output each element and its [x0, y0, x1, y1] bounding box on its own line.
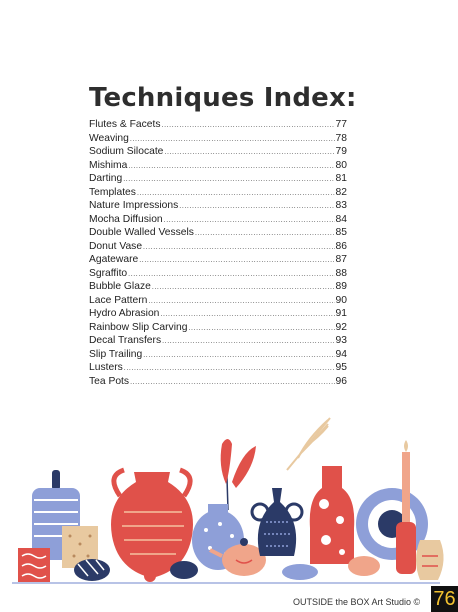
list-item: Agateware 87 — [89, 253, 347, 267]
entry-page: 82 — [335, 186, 347, 198]
list-item: Templates 82 — [89, 186, 347, 200]
list-item: Darting 81 — [89, 172, 347, 186]
coral-amphora-decoration — [111, 467, 193, 578]
dot-leader — [143, 348, 334, 363]
list-item: Tea Pots 96 — [89, 375, 347, 389]
pottery-illustration — [12, 417, 444, 584]
list-item: Sgraffito 88 — [89, 267, 347, 281]
entry-label: Decal Transfers — [89, 335, 162, 346]
dot-leader — [139, 253, 334, 268]
dot-leader — [137, 186, 335, 201]
entry-label: Flutes & Facets — [89, 119, 161, 130]
entry-page: 87 — [335, 254, 347, 265]
entry-label: Double Walled Vessels — [89, 227, 194, 238]
red-leaf-decoration — [220, 439, 256, 511]
list-item: Lusters 95 — [89, 361, 347, 375]
entry-label: Agateware — [89, 254, 139, 265]
techniques-list: Flutes & Facets 77 Weaving 78 Sodium Siloc… — [89, 118, 347, 388]
entry-page: 92 — [335, 321, 347, 333]
dot-leader — [162, 118, 335, 133]
entry-label: Lace Pattern — [89, 294, 148, 306]
dot-leader — [179, 199, 334, 214]
dot-leader — [128, 267, 334, 282]
dot-leader — [164, 213, 335, 228]
entry-page: 86 — [335, 240, 347, 252]
entry-page: 78 — [335, 132, 347, 144]
dot-leader — [160, 307, 334, 322]
list-item: Decal Transfers 93 — [89, 334, 347, 348]
entry-label: Lusters — [89, 362, 123, 373]
dot-leader — [148, 294, 334, 309]
entry-page: 90 — [335, 294, 347, 306]
beige-jug-decoration — [416, 540, 444, 580]
list-item: Mocha Diffusion 84 — [89, 213, 347, 227]
entry-page: 96 — [335, 375, 347, 387]
entry-page: 95 — [335, 362, 347, 373]
entry-page: 89 — [335, 281, 347, 292]
list-item: Flutes & Facets 77 — [89, 118, 347, 132]
dot-leader — [123, 172, 334, 187]
coral-bottle-decoration — [309, 466, 355, 564]
small-bowls-decoration — [144, 556, 380, 582]
entry-page: 84 — [335, 213, 347, 225]
dot-leader — [164, 145, 334, 160]
footer-credit: OUTSIDE the BOX Art Studio © — [293, 597, 421, 607]
entry-page: 93 — [335, 335, 347, 346]
entry-page: 88 — [335, 267, 347, 279]
list-item: Double Walled Vessels 85 — [89, 226, 347, 240]
list-item: Sodium Silocate 79 — [89, 145, 347, 159]
entry-page: 81 — [335, 173, 347, 184]
peach-teapot-decoration — [209, 538, 266, 576]
entry-label: Templates — [89, 186, 136, 198]
list-item: Slip Trailing 94 — [89, 348, 347, 362]
dot-leader — [162, 334, 334, 349]
dot-leader — [124, 361, 335, 376]
navy-bowl-decoration — [74, 559, 110, 581]
dot-leader — [143, 240, 334, 255]
entry-label: Nature Impressions — [89, 200, 179, 211]
entry-label: Sgraffito — [89, 267, 128, 279]
list-item: Lace Pattern 90 — [89, 294, 347, 308]
list-item: Bubble Glaze 89 — [89, 280, 347, 294]
dot-leader — [195, 226, 335, 241]
list-item: Mishima 80 — [89, 159, 347, 173]
entry-page: 91 — [335, 308, 347, 319]
page-title: Techniques Index: — [89, 83, 357, 113]
list-item: Donut Vase 86 — [89, 240, 347, 254]
entry-label: Tea Pots — [89, 375, 130, 387]
palm-sprig-decoration — [286, 417, 331, 471]
entry-page: 80 — [335, 159, 347, 171]
entry-label: Mishima — [89, 159, 128, 171]
entry-page: 79 — [335, 146, 347, 157]
list-item: Hydro Abrasion 91 — [89, 307, 347, 321]
list-item: Nature Impressions 83 — [89, 199, 347, 213]
entry-label: Mocha Diffusion — [89, 213, 163, 225]
entry-page: 77 — [335, 119, 347, 130]
navy-handled-vase-decoration — [250, 488, 304, 556]
entry-page: 83 — [335, 200, 347, 211]
entry-label: Hydro Abrasion — [89, 308, 160, 319]
list-item: Rainbow Slip Carving 92 — [89, 321, 347, 335]
entry-label: Slip Trailing — [89, 348, 143, 360]
dot-leader — [130, 132, 335, 147]
entry-label: Rainbow Slip Carving — [89, 321, 188, 333]
page-number-badge: 76 — [431, 586, 458, 612]
dot-leader — [130, 375, 334, 390]
candle-decoration — [396, 440, 416, 574]
entry-label: Donut Vase — [89, 240, 143, 252]
pink-tile-decoration — [18, 548, 50, 582]
entry-page: 85 — [335, 227, 347, 238]
dot-leader — [152, 280, 335, 295]
dot-leader — [188, 321, 334, 336]
entry-label: Weaving — [89, 132, 129, 144]
entry-page: 94 — [335, 348, 347, 360]
list-item: Weaving 78 — [89, 132, 347, 146]
entry-label: Sodium Silocate — [89, 146, 164, 157]
dot-leader — [128, 159, 334, 174]
entry-label: Darting — [89, 173, 123, 184]
entry-label: Bubble Glaze — [89, 281, 151, 292]
